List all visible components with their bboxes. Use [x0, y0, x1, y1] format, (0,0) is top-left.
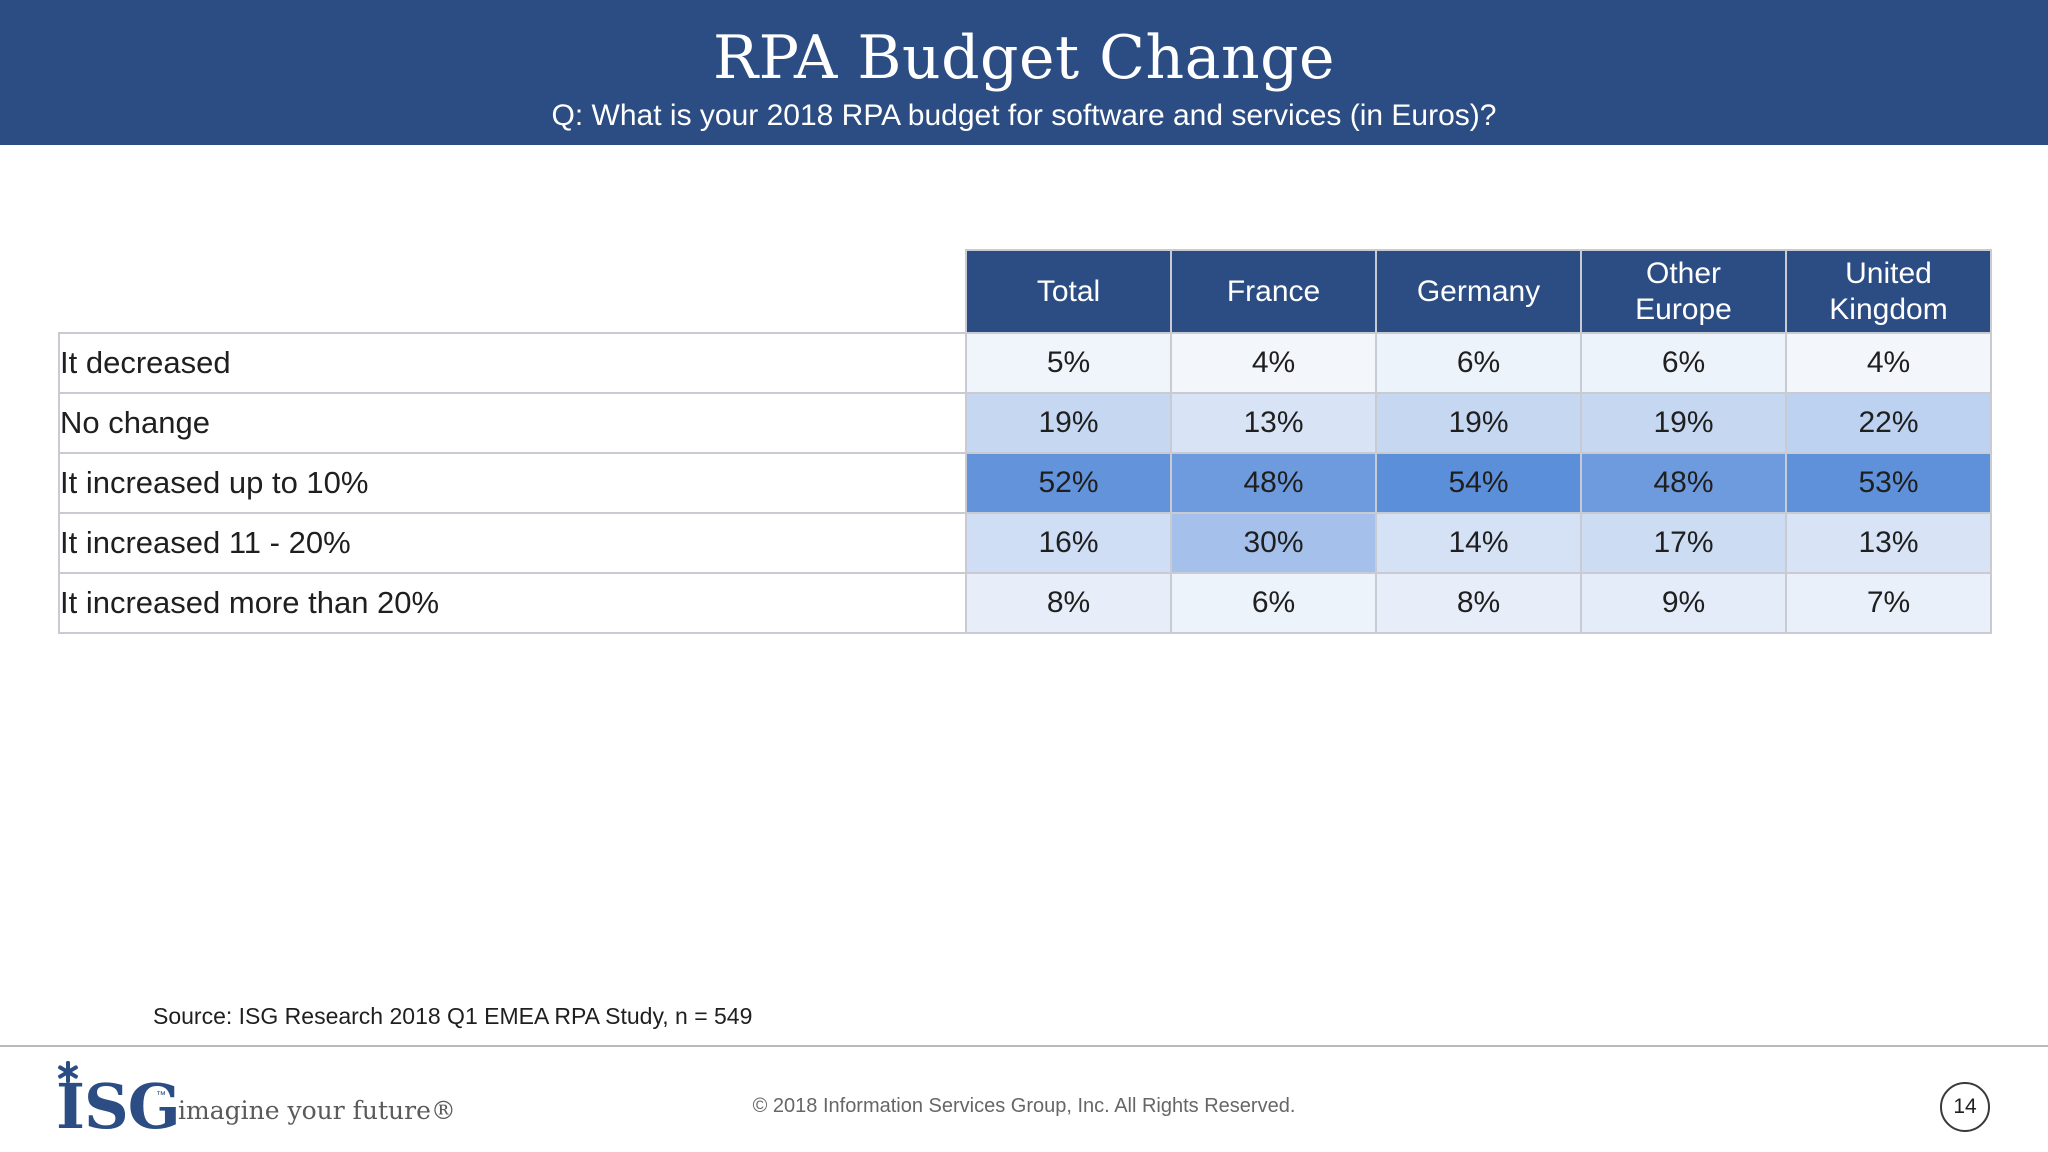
column-header-united-kingdom: United Kingdom [1785, 249, 1992, 334]
slide-subtitle: Q: What is your 2018 RPA budget for soft… [551, 99, 1497, 132]
table-corner [59, 250, 966, 333]
budget-change-table: Total France Germany Other Europe United Kin… [58, 249, 1992, 634]
logo-trademark: ™ [156, 1090, 166, 1101]
table-row: It decreased 5% 4% 6% 6% 4% [58, 332, 1992, 394]
value-cell-germany: 54% [1375, 452, 1582, 514]
table-row: It increased 11 - 20% 16% 30% 14% 17% 13% [58, 512, 1992, 574]
table-body: It decreased 5% 4% 6% 6% 4% No change 19% 13% 19%… [58, 332, 1992, 634]
value-cell-total: 52% [965, 452, 1172, 514]
row-label: It decreased [58, 332, 967, 394]
column-header-other-europe: Other Europe [1580, 249, 1787, 334]
heatmap-table: Total France Germany Other Europe United Kin… [58, 249, 1992, 634]
value-cell-united-kingdom: 13% [1785, 512, 1992, 574]
logo-tagline: imagine your future® [178, 1096, 456, 1125]
slide-title: RPA Budget Change [712, 23, 1336, 93]
table-row: No change 19% 13% 19% 19% 22% [58, 392, 1992, 454]
column-header-total: Total [965, 249, 1172, 334]
value-cell-total: 8% [965, 572, 1172, 634]
value-cell-france: 48% [1170, 452, 1377, 514]
value-cell-germany: 19% [1375, 392, 1582, 454]
logo-wordmark: ISG [56, 1070, 181, 1143]
value-cell-france: 4% [1170, 332, 1377, 394]
row-label: It increased 11 - 20% [58, 512, 967, 574]
table-header-row: Total France Germany Other Europe United Kin… [59, 249, 1992, 334]
value-cell-other-europe: 19% [1580, 392, 1787, 454]
page-number: 14 [1940, 1082, 1990, 1132]
row-label: It increased up to 10% [58, 452, 967, 514]
value-cell-united-kingdom: 53% [1785, 452, 1992, 514]
asterisk-icon [58, 1061, 78, 1083]
slide-header: RPA Budget Change Q: What is your 2018 R… [0, 0, 2048, 145]
source-note: Source: ISG Research 2018 Q1 EMEA RPA St… [153, 1003, 753, 1029]
value-cell-france: 30% [1170, 512, 1377, 574]
value-cell-united-kingdom: 22% [1785, 392, 1992, 454]
value-cell-united-kingdom: 4% [1785, 332, 1992, 394]
value-cell-germany: 14% [1375, 512, 1582, 574]
table-row: It increased up to 10% 52% 48% 54% 48% 53% [58, 452, 1992, 514]
value-cell-other-europe: 17% [1580, 512, 1787, 574]
isg-logo: ISG ™ [56, 1060, 181, 1140]
value-cell-france: 6% [1170, 572, 1377, 634]
value-cell-germany: 6% [1375, 332, 1582, 394]
value-cell-france: 13% [1170, 392, 1377, 454]
value-cell-united-kingdom: 7% [1785, 572, 1992, 634]
row-label: It increased more than 20% [58, 572, 967, 634]
value-cell-germany: 8% [1375, 572, 1582, 634]
column-header-germany: Germany [1375, 249, 1582, 334]
value-cell-total: 19% [965, 392, 1172, 454]
row-label: No change [58, 392, 967, 454]
value-cell-total: 16% [965, 512, 1172, 574]
value-cell-total: 5% [965, 332, 1172, 394]
table-row: It increased more than 20% 8% 6% 8% 9% 7% [58, 572, 1992, 634]
column-header-france: France [1170, 249, 1377, 334]
value-cell-other-europe: 9% [1580, 572, 1787, 634]
value-cell-other-europe: 6% [1580, 332, 1787, 394]
copyright-notice: © 2018 Information Services Group, Inc. … [752, 1095, 1296, 1117]
footer-divider [0, 1045, 2048, 1047]
value-cell-other-europe: 48% [1580, 452, 1787, 514]
